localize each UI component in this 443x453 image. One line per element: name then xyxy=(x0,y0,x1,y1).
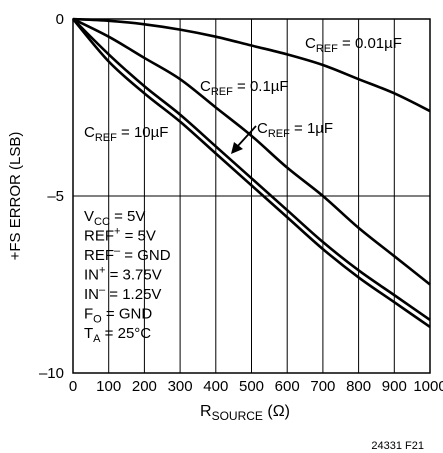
condition-line: IN+ = 3.75V xyxy=(84,265,162,284)
x-tick-labels: 0 100 200 300 400 500 600 700 800 900 1000 xyxy=(69,378,443,395)
series-curves xyxy=(72,17,431,329)
y-tick-label: –5 xyxy=(47,188,64,205)
condition-line: IN– = 1.25V xyxy=(84,284,161,303)
series-line-0 xyxy=(72,17,431,113)
series-labels: CREF = 0.01µF CREF = 0.1µF CREF = 1µF CREF … xyxy=(84,35,402,144)
condition-line: VCC = 5V xyxy=(84,208,145,228)
x-axis-label-main: R xyxy=(200,403,212,420)
plot-frame xyxy=(72,18,431,374)
x-tick-label: 500 xyxy=(239,378,264,395)
condition-line: TA = 25°C xyxy=(84,325,151,345)
x-tick-label: 1000 xyxy=(413,378,443,395)
series-label: CREF = 0.1µF xyxy=(200,78,289,98)
y-tick-label: 0 xyxy=(56,11,64,28)
series-line-3 xyxy=(72,18,431,329)
y-tick-labels: 0 –5 –10 xyxy=(39,11,64,382)
y-tick-label: –10 xyxy=(39,365,64,382)
x-tick-label: 0 xyxy=(69,378,77,395)
x-axis-label: RSOURCE (Ω) xyxy=(200,403,290,423)
series-label: CREF = 10µF xyxy=(84,124,168,144)
y-axis-label: +FS ERROR (LSB) xyxy=(7,132,24,261)
x-tick-label: 300 xyxy=(168,378,193,395)
x-tick-label: 200 xyxy=(132,378,157,395)
condition-line: REF+ = 5V xyxy=(84,226,156,245)
series-line-1 xyxy=(72,17,431,286)
condition-line: REF– = GND xyxy=(84,245,171,264)
series-label: CREF = 1µF xyxy=(257,120,333,140)
x-tick-label: 400 xyxy=(203,378,228,395)
label-arrow-head xyxy=(231,142,243,154)
label-arrow-shaft xyxy=(235,125,257,149)
series-line-2 xyxy=(72,18,431,321)
figure-id: 24331 F21 xyxy=(371,440,424,452)
x-axis-label-sub: SOURCE xyxy=(212,409,263,423)
x-tick-label: 100 xyxy=(96,378,121,395)
x-tick-label: 900 xyxy=(382,378,407,395)
series-label: CREF = 0.01µF xyxy=(305,35,402,55)
x-tick-label: 700 xyxy=(310,378,335,395)
x-tick-label: 800 xyxy=(346,378,371,395)
x-tick-label: 600 xyxy=(275,378,300,395)
condition-line: FO = GND xyxy=(84,306,152,326)
x-axis-label-unit: (Ω) xyxy=(263,403,290,420)
